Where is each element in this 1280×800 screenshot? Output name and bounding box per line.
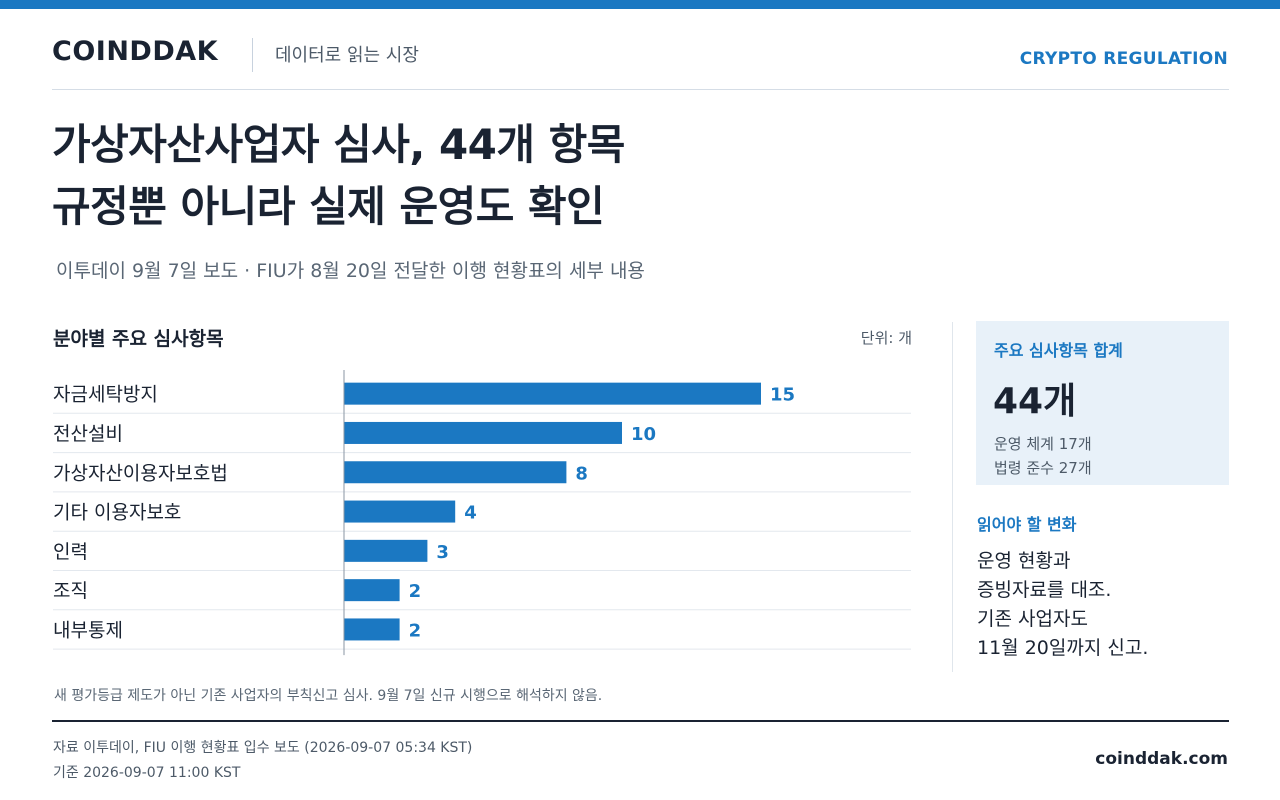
bar-chart: 자금세탁방지 15 전산설비 10 가상자산이용자보호법 8 기타 이용자보호 4 인력 3 조직 2… [53,370,911,656]
headline: 가상자산사업자 심사, 44개 항목 규정뿐 아니라 실제 운영도 확인 [52,114,952,238]
headline-line-2: 규정뿐 아니라 실제 운영도 확인 [52,182,605,231]
reference-time: 기준 2026-09-07 11:00 KST [53,765,241,781]
change-line: 기존 사업자도 [977,608,1088,630]
bar [344,461,567,484]
value-label: 10 [631,424,656,445]
summary-line-compliance: 법령 준수 27개 [994,459,1092,477]
category-label: 자금세탁방지 [53,384,158,406]
bar [344,618,400,641]
change-line: 11월 20일까지 신고. [977,637,1149,659]
summary-line-operations: 운영 체계 17개 [994,435,1092,453]
category-label: 내부통제 [53,619,123,641]
footnote: 새 평가등급 제도가 아닌 기존 사업자의 부칙신고 심사. 9월 7일 신규 … [54,688,603,704]
category-label: 조직 [53,580,88,602]
change-line: 운영 현황과 [977,550,1071,572]
bar [344,539,428,562]
brand-divider [252,38,253,72]
change-label: 읽어야 할 변화 [977,515,1077,534]
subtitle: 이투데이 9월 7일 보도 · FIU가 8월 20일 전달한 이행 현황표의 … [56,260,645,282]
change-line: 증빙자료를 대조. [977,579,1112,601]
summary-box [976,321,1229,485]
value-label: 2 [409,581,422,602]
chart-title: 분야별 주요 심사항목 [53,328,224,350]
value-label: 4 [464,503,477,524]
footer-rule [52,720,1229,722]
bar [344,500,456,523]
category-label: 가상자산이용자보호법 [53,462,228,484]
bar [344,579,400,602]
value-label: 15 [770,385,795,406]
bar [344,382,761,405]
header-rule [52,89,1229,90]
value-label: 2 [409,620,422,641]
summary-label: 주요 심사항목 합계 [994,341,1123,360]
category-label: 전산설비 [53,423,123,445]
column-divider [952,322,953,672]
value-label: 8 [575,463,588,484]
source-line: 자료 이투데이, FIU 이행 현황표 입수 보도 (2026-09-07 05… [53,740,473,756]
section-tag[interactable]: CRYPTO REGULATION [1019,49,1228,69]
brand-tagline: 데이터로 읽는 시장 [275,45,419,66]
chart-unit: 단위: 개 [860,329,912,347]
summary-total: 44개 [993,381,1077,422]
category-label: 인력 [53,541,88,563]
top-accent-bar [0,0,1280,9]
brand-logo[interactable]: COINDDAK [52,36,219,67]
value-label: 3 [436,542,449,563]
headline-line-1: 가상자산사업자 심사, 44개 항목 [52,120,625,169]
bar [344,421,622,444]
site-link[interactable]: coinddak.com [1095,749,1228,769]
category-label: 기타 이용자보호 [53,502,181,524]
